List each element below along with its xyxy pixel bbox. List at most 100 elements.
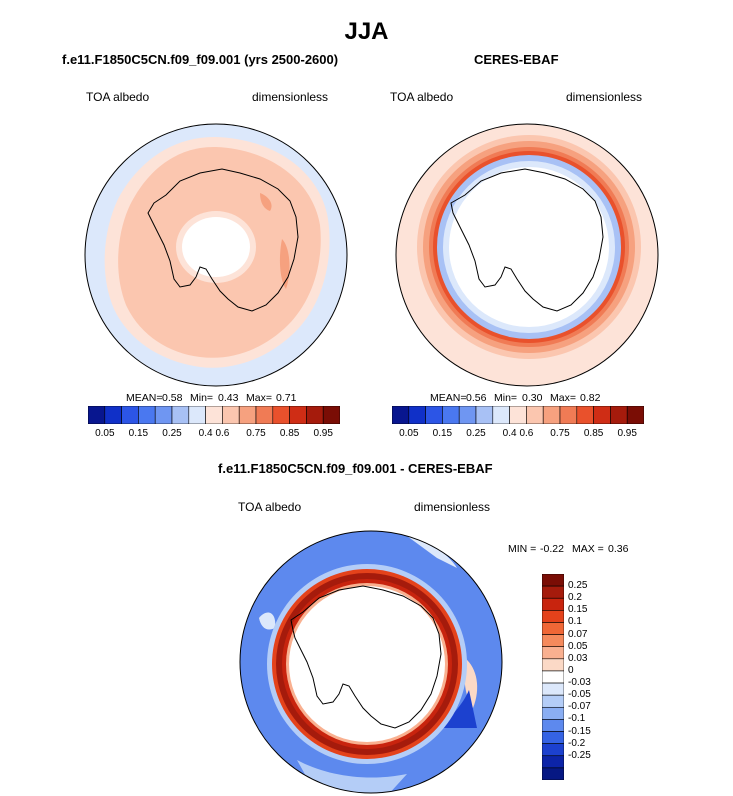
colorbar-tick-label: 0.25 — [568, 580, 588, 592]
panel2-coastline — [450, 168, 604, 312]
panel1-min-value: 0.43 — [218, 392, 239, 404]
colorbar-swatch — [509, 406, 527, 424]
colorbar-swatch — [542, 585, 564, 599]
panel1-coastline — [147, 168, 299, 312]
colorbar-tick-label: 0.4 — [198, 428, 213, 439]
colorbar-tick-label: -0.2 — [568, 737, 586, 749]
colorbar-swatch — [272, 406, 290, 424]
colorbar-swatch — [559, 406, 578, 424]
panel1-map — [84, 123, 348, 387]
colorbar-tick-label: -0.1 — [568, 713, 586, 725]
colorbar-swatch — [542, 719, 564, 732]
colorbar-swatch — [542, 670, 564, 684]
panel1-mean-value: 0.58 — [162, 392, 183, 404]
colorbar-tick-label: 0.03 — [568, 652, 588, 664]
colorbar-tick-label: 0.07 — [568, 628, 588, 640]
colorbar-swatch — [222, 406, 240, 424]
diff-right-label: dimensionless — [414, 500, 491, 514]
panel2-left-label: TOA albedo — [390, 90, 454, 104]
colorbar-swatch — [88, 406, 106, 424]
colorbar-swatch — [542, 597, 564, 611]
colorbar-swatch — [542, 682, 564, 696]
colorbar-tick-label: 0.95 — [313, 428, 333, 439]
colorbar-tick-label: 0.75 — [246, 428, 266, 439]
diff-map — [239, 530, 503, 794]
colorbar-swatch — [205, 406, 223, 424]
colorbar-swatch — [458, 406, 477, 424]
panel1-left-label: TOA albedo — [86, 90, 150, 104]
diff-title: f.e11.F1850C5CN.f09_f09.001 - CERES-EBAF — [218, 461, 493, 476]
colorbar-tick-label: 0.75 — [550, 428, 570, 439]
colorbar-swatch — [238, 406, 257, 424]
colorbar-swatch — [442, 406, 460, 424]
colorbar-tick-label: 0 — [568, 664, 574, 676]
colorbar-tick-label: 0.6 — [519, 428, 534, 439]
panel1-colorbar-ticks: 0.05 0.15 0.25 0.4 0.6 0.75 0.85 0.95 — [88, 428, 340, 442]
colorbar-swatch — [121, 406, 139, 424]
colorbar-tick-label: -0.03 — [568, 677, 591, 689]
diff-max-label: MAX = — [572, 543, 604, 555]
colorbar-tick-label: 0.15 — [128, 428, 149, 439]
colorbar-tick-label: -0.15 — [568, 725, 591, 737]
colorbar-tick-label: -0.05 — [568, 689, 591, 701]
panel2-title: CERES-EBAF — [474, 52, 559, 67]
colorbar-swatch — [542, 610, 564, 623]
colorbar-tick-label: 0.4 — [502, 428, 517, 439]
colorbar-swatch — [492, 406, 510, 424]
panel1-max-label: Max= — [246, 392, 272, 404]
colorbar-swatch — [408, 406, 426, 424]
panel2-max-value: 0.82 — [580, 392, 601, 404]
panel1-mean-label: MEAN= — [126, 392, 163, 404]
panel1-max-value: 0.71 — [276, 392, 297, 404]
panel1-colorbar — [88, 406, 340, 424]
colorbar-swatch — [154, 406, 173, 424]
colorbar-tick-label: -0.07 — [568, 701, 591, 713]
colorbar-tick-label: -0.25 — [568, 749, 591, 761]
colorbar-tick-label: 0.15 — [568, 604, 588, 616]
panel2-mean-value: 0.56 — [466, 392, 487, 404]
panel2-colorbar — [392, 406, 644, 424]
panel1-right-label: dimensionless — [252, 90, 329, 104]
diff-left-label: TOA albedo — [238, 500, 302, 514]
panel2-colorbar-ticks: 0.05 0.15 0.25 0.4 0.6 0.75 0.85 0.95 — [392, 428, 644, 442]
colorbar-tick-label: 0.95 — [617, 428, 637, 439]
colorbar-tick-label: 0.85 — [279, 428, 300, 439]
panel1-title: f.e11.F1850C5CN.f09_f09.001 (yrs 2500-26… — [62, 52, 339, 67]
colorbar-tick-label: 0.25 — [466, 428, 486, 439]
colorbar-tick-label: 0.05 — [399, 428, 419, 439]
colorbar-swatch — [542, 706, 564, 720]
colorbar-swatch — [392, 406, 410, 424]
colorbar-swatch — [542, 658, 564, 672]
colorbar-swatch — [576, 406, 594, 424]
colorbar-tick-label: 0.15 — [432, 428, 453, 439]
diff-coastline — [290, 585, 442, 729]
diff-min-label: MIN = — [508, 543, 537, 555]
panel2-min-value: 0.30 — [522, 392, 543, 404]
colorbar-swatch — [542, 646, 564, 660]
panel2-min-label: Min= — [494, 392, 518, 404]
figure-title: JJA — [344, 18, 389, 45]
panel2-max-label: Max= — [550, 392, 576, 404]
colorbar-swatch — [542, 694, 564, 708]
colorbar-swatch — [526, 406, 544, 424]
diff-colorbar-labels: 0.25 0.2 0.15 0.1 0.07 0.05 0.03 0 -0.03 -0.05 -0.… — [568, 574, 618, 780]
colorbar-tick-label: 0.05 — [568, 640, 588, 652]
colorbar-swatch — [542, 743, 564, 757]
colorbar-swatch — [542, 767, 564, 780]
colorbar-tick-label: 0.85 — [583, 428, 604, 439]
colorbar-swatch — [542, 406, 561, 424]
colorbar-swatch — [188, 406, 206, 424]
diff-colorbar — [542, 574, 564, 780]
colorbar-tick-label: 0.6 — [215, 428, 230, 439]
panel2-mean-label: MEAN= — [430, 392, 467, 404]
colorbar-swatch — [171, 406, 190, 424]
colorbar-swatch — [322, 406, 340, 424]
colorbar-swatch — [289, 406, 307, 424]
colorbar-swatch — [610, 406, 628, 424]
colorbar-swatch — [104, 406, 122, 424]
colorbar-swatch — [475, 406, 494, 424]
panel1-min-label: Min= — [190, 392, 214, 404]
colorbar-swatch — [542, 574, 564, 587]
diff-max-value: 0.36 — [608, 543, 629, 555]
colorbar-swatch — [425, 406, 443, 424]
